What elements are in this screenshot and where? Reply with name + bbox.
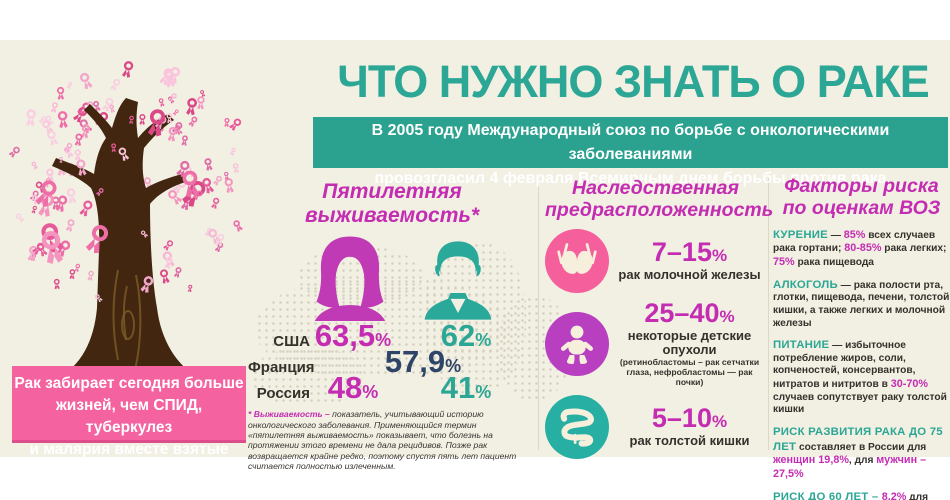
heredity-label: рак толстой кишки bbox=[629, 433, 750, 449]
banner: В 2005 году Международный союз по борьбе… bbox=[313, 117, 948, 187]
page-title: ЧТО НУЖНО ЗНАТЬ О РАКЕ bbox=[337, 56, 929, 107]
survival-stats: США 63,5% 62% Франция 57,9% Россия 48% 4… bbox=[248, 320, 536, 403]
column-divider bbox=[768, 178, 769, 450]
world-map-dots bbox=[252, 348, 364, 406]
banner-line: В 2005 году Международный союз по борьбе… bbox=[371, 122, 890, 163]
five-year-survival-section: Пятилетняя выживаемость* США 63,5% 62% bbox=[248, 180, 536, 472]
russia-female-value: 48% bbox=[327, 370, 379, 406]
heredity-value: 7–15% bbox=[651, 237, 728, 267]
heredity-item-breast: 7–15% рак молочной железы bbox=[545, 228, 766, 293]
woman-icon bbox=[314, 236, 386, 322]
baby-icon bbox=[545, 311, 609, 376]
risk-heading: Факторы риска по оценкам ВОЗ bbox=[782, 175, 941, 219]
france-value: 57,9% bbox=[384, 344, 462, 380]
heredity-item-child-tumors: 25–40% некоторые детские опухоли (ретино… bbox=[545, 297, 766, 388]
heredity-value: 25–40% bbox=[644, 297, 735, 328]
bra-icon bbox=[545, 228, 609, 293]
risk-alcohol: АЛКОГОЛЬ — рака полости рта, глотки, пищ… bbox=[773, 278, 950, 329]
tree-trunk bbox=[52, 98, 202, 380]
fact-box-line: Рак забирает сегодня больше bbox=[14, 375, 244, 392]
usa-female-value: 63,5% bbox=[314, 318, 392, 354]
heredity-value: 5–10% bbox=[651, 403, 728, 434]
stat-row-usa: США 63,5% 62% bbox=[248, 320, 536, 351]
intestine-icon bbox=[545, 394, 609, 459]
usa-male-value: 62% bbox=[440, 318, 492, 354]
risk-nutrition: ПИТАНИЕ — избыточное потребление жиров, … bbox=[773, 339, 947, 416]
stat-row-france: Франция 57,9% bbox=[248, 346, 536, 377]
heredity-item-colon: 5–10% рак толстой кишки bbox=[545, 394, 766, 459]
heredity-label: некоторые детские опухоли bbox=[627, 327, 752, 357]
russia-male-value: 41% bbox=[440, 370, 492, 406]
risk-paragraphs: КУРЕНИЕ — 85% всех случаев рака гортани;… bbox=[773, 228, 950, 500]
risk-smoking: КУРЕНИЕ — 85% всех случаев рака гортани;… bbox=[773, 228, 947, 268]
ribbon-tree-illustration bbox=[7, 60, 244, 380]
heredity-note: (ретинобластомы – рак сетчатки глаза, не… bbox=[619, 357, 760, 387]
heredity-label: рак молочной железы bbox=[618, 267, 761, 282]
stat-row-russia: Россия 48% 41% bbox=[248, 372, 536, 403]
fact-box-line: и малярия вместе взятые bbox=[29, 441, 229, 458]
gender-icons bbox=[248, 233, 536, 322]
survival-heading: Пятилетняя выживаемость* bbox=[304, 180, 480, 227]
survival-footnote: * Выживаемость – показатель, учитывающий… bbox=[248, 409, 517, 472]
risk-age-75: РИСК РАЗВИТИЯ РАКА ДО 75 ЛЕТ составляет … bbox=[773, 425, 943, 480]
risk-factors-section: Факторы риска по оценкам ВОЗ КУРЕНИЕ — 8… bbox=[773, 175, 950, 500]
hereditary-predisposition-section: Наследственная предрасположенность 7–15%… bbox=[545, 177, 774, 459]
fact-box-line: жизней, чем СПИД, туберкулез bbox=[55, 397, 203, 436]
risk-age-60: РИСК ДО 60 ЛЕТ – 8,2% для обоих полов bbox=[773, 490, 929, 500]
fact-box: Рак забирает сегодня больше жизней, чем … bbox=[12, 366, 246, 458]
heredity-heading: Наследственная предрасположенность bbox=[545, 177, 774, 221]
banner-line: провозгласил 4 февраля Всемирным днем бо… bbox=[374, 170, 887, 187]
column-divider bbox=[538, 178, 539, 450]
man-icon bbox=[424, 241, 492, 320]
